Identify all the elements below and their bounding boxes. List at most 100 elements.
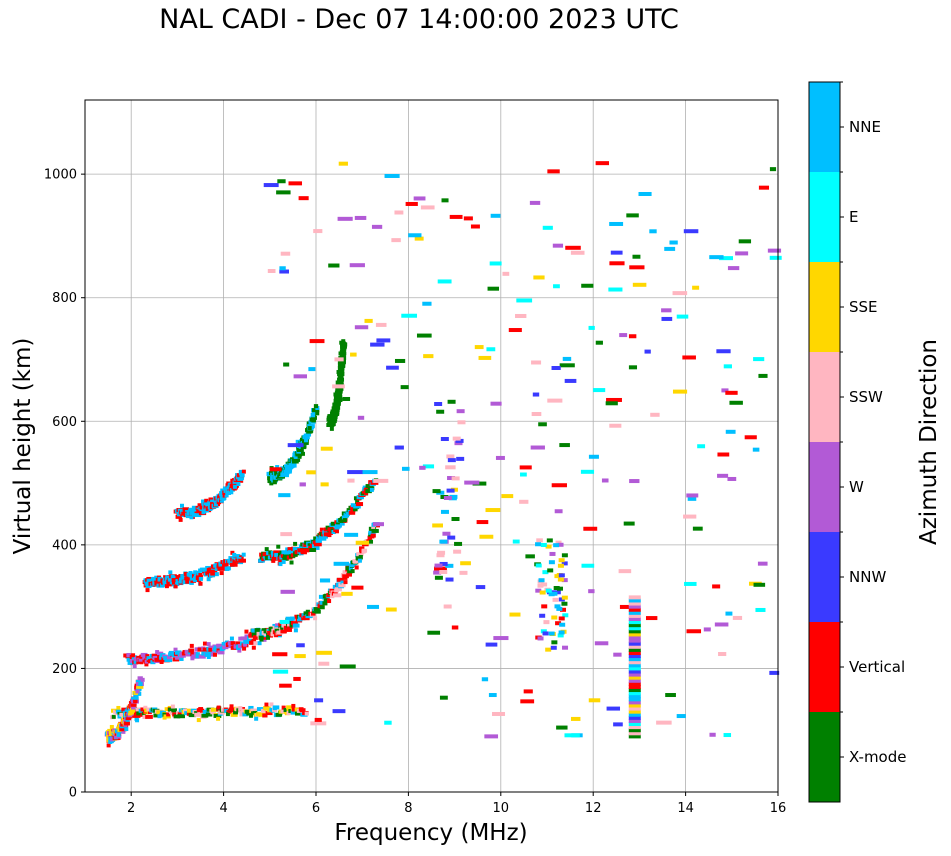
echo-mark <box>434 566 447 571</box>
echo-mark <box>547 568 554 573</box>
echo-mark <box>106 743 111 748</box>
echo-mark <box>279 266 286 271</box>
echo-mark <box>306 611 311 616</box>
echo-mark <box>233 710 239 715</box>
echo-mark <box>243 642 248 647</box>
echo-mark <box>132 713 141 718</box>
echo-mark <box>516 298 533 303</box>
echo-mark <box>186 652 193 657</box>
echo-mark <box>492 711 506 716</box>
echo-mark <box>319 605 325 610</box>
echo-mark <box>372 522 385 527</box>
echo-mark <box>327 533 332 538</box>
echo-mark <box>131 653 136 658</box>
echo-mark <box>225 712 230 717</box>
echo-mark <box>490 401 502 406</box>
echo-mark <box>226 566 231 571</box>
echo-mark <box>284 473 289 478</box>
echo-mark <box>236 646 241 651</box>
x-tick-label: 6 <box>312 801 320 816</box>
plot-frame <box>84 99 779 793</box>
echo-mark <box>664 246 676 251</box>
echo-mark <box>332 709 346 714</box>
echo-mark <box>344 532 359 537</box>
echo-mark <box>481 677 489 682</box>
echo-mark <box>341 342 347 347</box>
echo-mark <box>326 593 333 598</box>
echo-mark <box>530 445 545 450</box>
echo-mark <box>281 623 290 628</box>
echo-mark <box>272 706 277 711</box>
echo-mark <box>684 581 697 586</box>
echo-mark <box>236 482 241 487</box>
echo-mark <box>343 575 348 580</box>
echo-mark <box>472 481 487 486</box>
echo-mark <box>216 705 221 710</box>
echo-mark <box>561 561 568 566</box>
echo-mark <box>151 653 159 658</box>
echo-mark <box>266 551 271 556</box>
echo-mark <box>609 423 622 428</box>
echo-mark <box>281 559 286 564</box>
echo-mark <box>109 724 114 729</box>
echo-mark <box>354 565 359 570</box>
echo-mark <box>449 494 458 499</box>
echo-mark <box>320 446 333 451</box>
y-tick-label: 200 <box>52 662 77 677</box>
echo-mark <box>559 443 570 448</box>
echo-mark <box>665 693 676 698</box>
echo-mark <box>628 681 641 686</box>
echo-mark <box>178 517 183 522</box>
echo-mark <box>703 627 711 632</box>
echo-mark <box>443 604 452 609</box>
echo-mark <box>628 712 641 717</box>
echo-mark <box>515 313 527 318</box>
echo-mark <box>196 571 201 576</box>
echo-mark <box>434 575 443 580</box>
echo-mark <box>341 515 348 520</box>
echo-mark <box>712 584 721 589</box>
echo-mark <box>334 412 339 417</box>
echo-mark <box>628 722 641 727</box>
echo-mark <box>145 654 150 659</box>
echo-mark <box>328 263 340 268</box>
x-axis-label: Frequency (MHz) <box>334 820 527 846</box>
echo-mark <box>338 365 343 370</box>
chart-title: NAL CADI - Dec 07 14:00:00 2023 UTC <box>159 4 679 35</box>
x-tick-label: 10 <box>493 801 510 816</box>
echo-mark <box>344 513 349 518</box>
echo-mark <box>207 500 212 505</box>
echo-mark <box>413 196 426 201</box>
echo-mark <box>311 415 317 420</box>
echo-mark <box>547 398 563 403</box>
echo-mark <box>143 705 148 710</box>
echo-mark <box>358 554 363 559</box>
echo-mark <box>350 352 357 357</box>
echo-mark <box>263 183 279 188</box>
echo-mark <box>451 517 460 522</box>
echo-mark <box>327 599 332 604</box>
echo-mark <box>364 318 373 323</box>
echo-mark <box>313 229 323 234</box>
echo-mark <box>353 504 361 509</box>
echo-mark <box>354 325 369 330</box>
echo-mark <box>339 386 344 391</box>
echo-mark <box>214 502 219 507</box>
echo-mark <box>628 629 641 634</box>
echo-mark <box>254 628 261 633</box>
echo-mark <box>548 560 555 565</box>
echo-mark <box>238 706 243 711</box>
echo-mark <box>452 436 461 441</box>
echo-mark <box>686 629 702 634</box>
echo-mark <box>204 498 209 503</box>
echo-mark <box>535 588 542 593</box>
echo-mark <box>493 636 509 641</box>
echo-mark <box>275 623 281 628</box>
echo-mark <box>251 711 256 716</box>
echo-mark <box>157 651 162 656</box>
echo-mark <box>717 473 729 478</box>
echo-mark <box>385 607 397 612</box>
echo-mark <box>290 553 296 558</box>
echo-mark <box>432 489 441 494</box>
echo-mark <box>257 641 262 646</box>
